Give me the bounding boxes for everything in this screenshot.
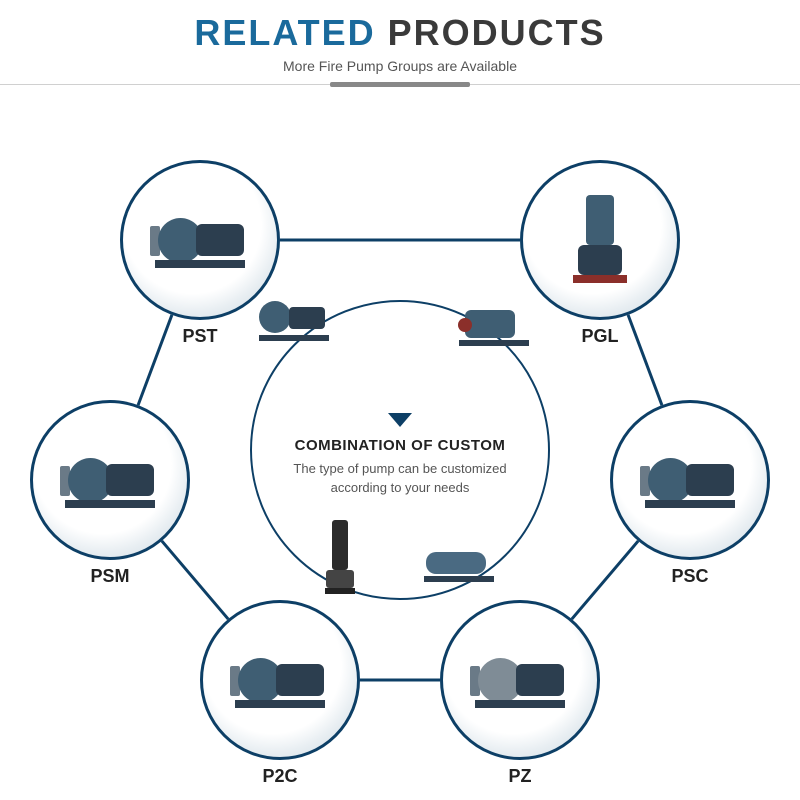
- product-label: PZ: [440, 766, 600, 787]
- product-label: PSC: [610, 566, 770, 587]
- pump-icon: [470, 650, 570, 710]
- subtitle: More Fire Pump Groups are Available: [0, 58, 800, 74]
- pump-icon: [150, 210, 250, 270]
- center-pump-icon: [255, 295, 335, 345]
- pump-icon: [60, 450, 160, 510]
- product-label: PGL: [520, 326, 680, 347]
- title-accent: RELATED: [194, 12, 375, 53]
- product-label: PSM: [30, 566, 190, 587]
- radial-diagram: PSTPGLPSMPSCP2CPZ COMBINATION OF CUSTOM …: [0, 100, 800, 800]
- product-node-pgl[interactable]: [520, 160, 680, 320]
- product-node-p2c[interactable]: [200, 600, 360, 760]
- center-pump-icon: [420, 540, 500, 590]
- pump-icon: [230, 650, 330, 710]
- product-node-psc[interactable]: [610, 400, 770, 560]
- page-title: RELATED PRODUCTS: [0, 12, 800, 54]
- center-heading: COMBINATION OF CUSTOM: [295, 437, 506, 454]
- center-pump-icon: [325, 520, 355, 595]
- title-rest: PRODUCTS: [376, 12, 606, 53]
- center-description: The type of pump can be customized accor…: [282, 460, 518, 496]
- header: RELATED PRODUCTS More Fire Pump Groups a…: [0, 0, 800, 85]
- product-node-pz[interactable]: [440, 600, 600, 760]
- product-node-psm[interactable]: [30, 400, 190, 560]
- pump-icon: [570, 195, 630, 285]
- chevron-down-icon: [388, 413, 412, 427]
- center-pump-icon: [455, 300, 535, 350]
- product-label: P2C: [200, 766, 360, 787]
- divider: [0, 84, 800, 85]
- pump-icon: [640, 450, 740, 510]
